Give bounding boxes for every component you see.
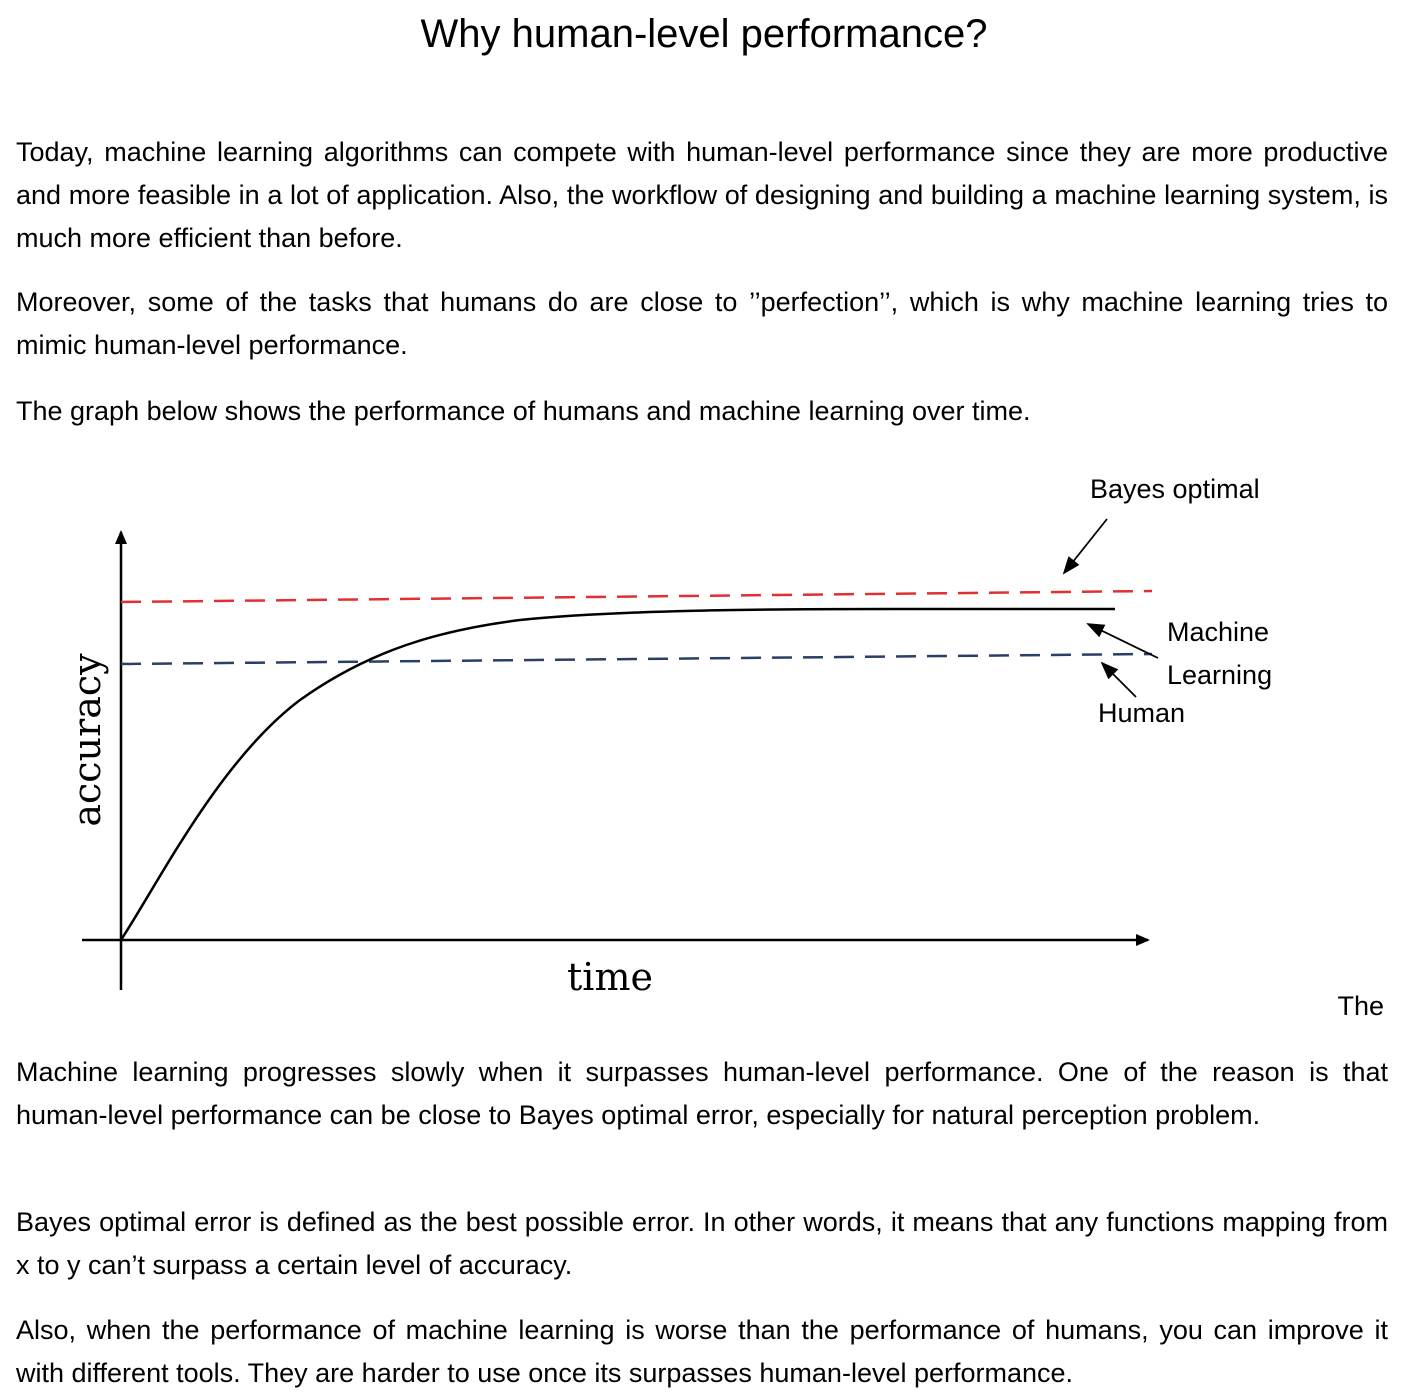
machine-learning-label-line1: Machine (1167, 617, 1269, 647)
y-axis-label: accuracy (65, 653, 109, 827)
performance-chart-svg: Bayes optimal Machine Learning Human tim… (65, 474, 1272, 999)
bayes-definition-paragraph: Bayes optimal error is defined as the be… (16, 1207, 1388, 1280)
human-annotation-arrow (1100, 661, 1137, 698)
trailing-word: The (1337, 991, 1384, 1021)
human-level-line (120, 652, 1153, 666)
tools-paragraph: Also, when the performance of machine le… (16, 1315, 1388, 1388)
machine-learning-annotation-arrow (1086, 623, 1159, 659)
machine-learning-label-line2: Learning (1167, 660, 1272, 690)
human-label: Human (1098, 698, 1185, 728)
performance-chart: Bayes optimal Machine Learning Human tim… (0, 460, 1408, 1020)
x-axis-label: time (567, 955, 653, 999)
graph-intro-paragraph: The graph below shows the performance of… (16, 396, 1031, 426)
machine-learning-curve (119, 607, 1115, 941)
progress-paragraph: Machine learning progresses slowly when … (16, 1057, 1388, 1130)
bayes-optimal-label: Bayes optimal (1090, 474, 1260, 504)
bayes-annotation-arrow (1062, 518, 1108, 575)
intro-paragraph: Today, machine learning algorithms can c… (16, 137, 1388, 253)
page-title: Why human-level performance? (420, 12, 988, 56)
bayes-optimal-line (120, 589, 1153, 604)
perfection-paragraph: Moreover, some of the tasks that humans … (16, 287, 1388, 360)
